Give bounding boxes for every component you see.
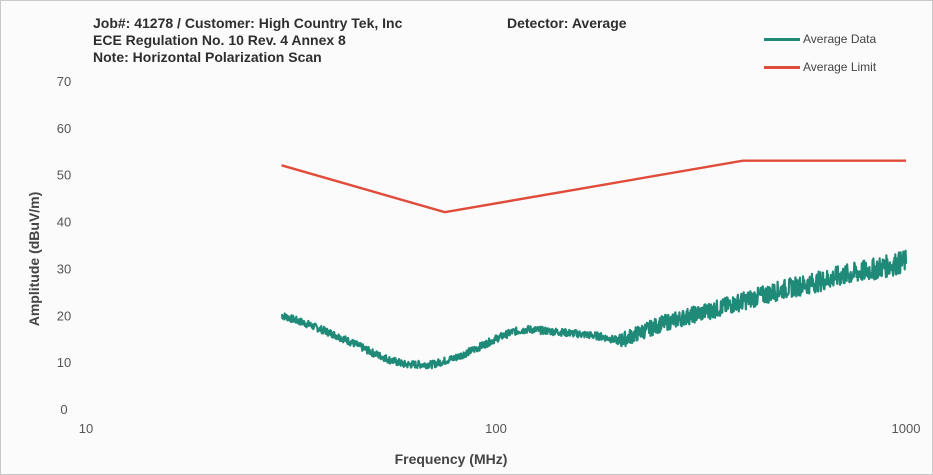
y-tick-label: 70 bbox=[57, 74, 71, 89]
legend-item-average-limit: Average Limit bbox=[764, 53, 876, 81]
y-tick-label: 50 bbox=[57, 168, 71, 183]
detector-label: Detector: Average bbox=[507, 15, 627, 31]
y-tick-label: 0 bbox=[60, 402, 67, 417]
legend-swatch-average-data bbox=[764, 37, 800, 41]
y-tick-label: 30 bbox=[57, 261, 71, 276]
legend-item-average-data: Average Data bbox=[764, 25, 876, 53]
x-axis-ticks: 10 100 1000 bbox=[79, 421, 921, 436]
chart-notes: Job#: 41278 / Customer: High Country Tek… bbox=[93, 15, 402, 66]
series-average-data bbox=[280, 249, 908, 370]
polarization-note: Note: Horizontal Polarization Scan bbox=[93, 49, 322, 65]
regulation-line: ECE Regulation No. 10 Rev. 4 Annex 8 bbox=[93, 32, 346, 48]
series-average-limit bbox=[281, 159, 906, 214]
x-tick-label: 1000 bbox=[892, 421, 921, 436]
x-tick-label: 100 bbox=[485, 421, 507, 436]
legend-label-average-limit: Average Limit bbox=[803, 60, 877, 74]
y-axis-ticks: 0 10 20 30 40 50 60 70 bbox=[57, 74, 71, 417]
series-line bbox=[281, 159, 906, 214]
x-tick-label: 10 bbox=[79, 421, 93, 436]
chart-legend: Average Data Average Limit bbox=[764, 25, 876, 81]
y-tick-label: 60 bbox=[57, 121, 71, 136]
legend-swatch-average-limit bbox=[764, 65, 800, 69]
y-tick-label: 20 bbox=[57, 308, 71, 323]
series-layer bbox=[280, 159, 908, 370]
y-axis-title: Amplitude (dBuV/m) bbox=[26, 192, 42, 327]
series-trace bbox=[280, 249, 908, 370]
y-tick-label: 10 bbox=[57, 355, 71, 370]
x-axis-title: Frequency (MHz) bbox=[395, 451, 508, 467]
y-tick-label: 40 bbox=[57, 215, 71, 230]
legend-label-average-data: Average Data bbox=[803, 32, 877, 46]
job-customer-line: Job#: 41278 / Customer: High Country Tek… bbox=[93, 15, 403, 31]
